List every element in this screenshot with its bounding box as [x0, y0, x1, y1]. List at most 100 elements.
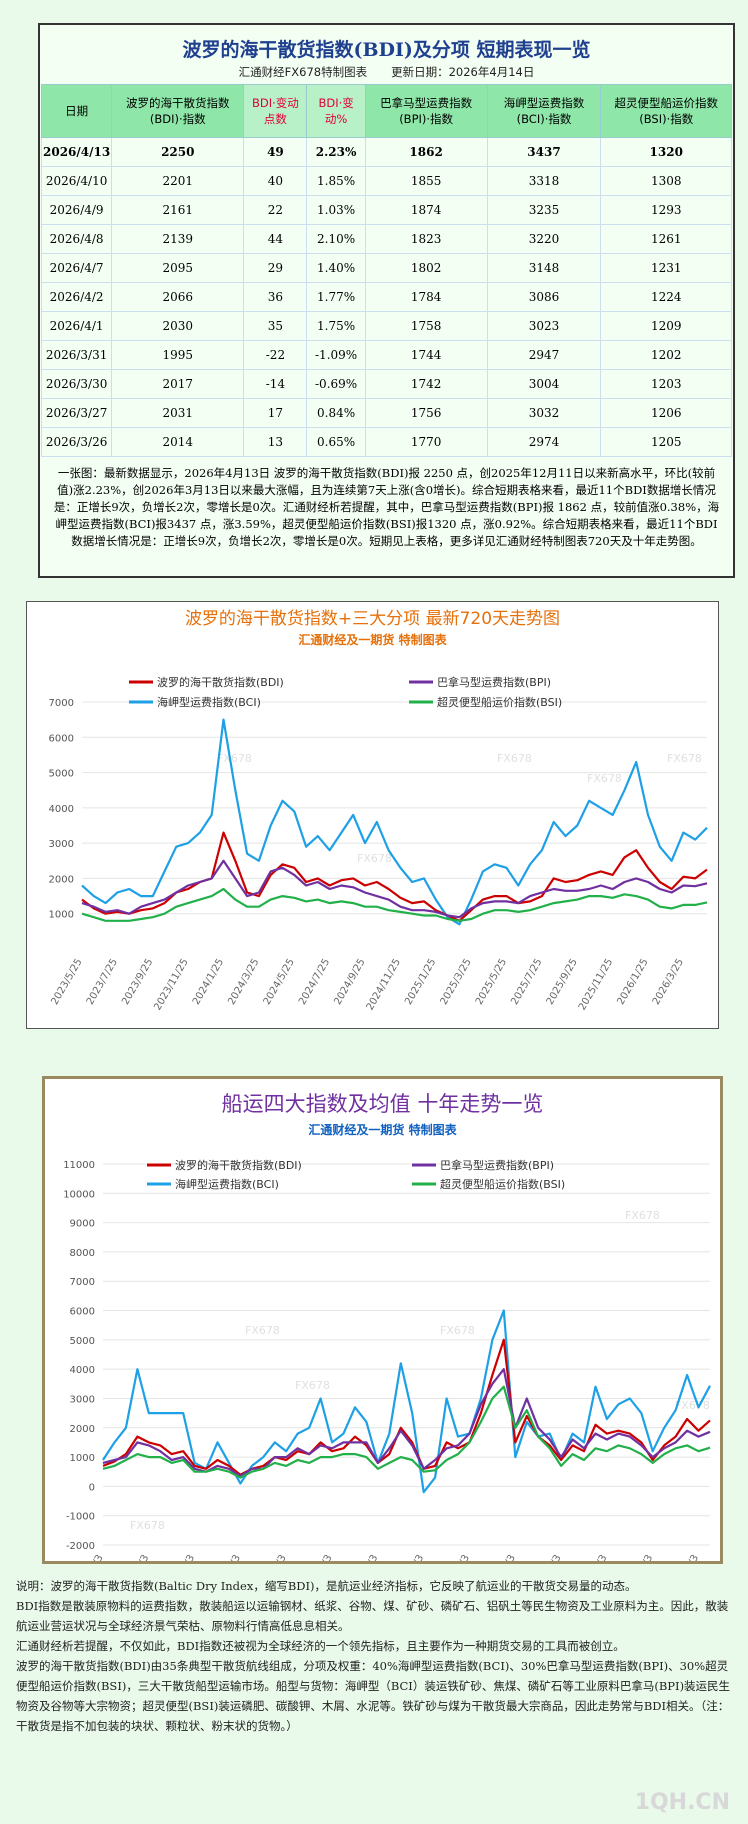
table-cell: 2026/4/2 — [40, 282, 113, 312]
x-tick-label: 2025/7/25 — [509, 957, 544, 1007]
x-tick-label: 2026/3/25 — [651, 957, 686, 1007]
table-cell: 1744 — [364, 340, 488, 370]
table-cell: 3220 — [486, 224, 602, 254]
watermark: FX678 — [675, 1399, 710, 1412]
watermark: FX678 — [295, 1379, 330, 1392]
y-tick-label: -2000 — [66, 1541, 95, 1552]
note-paragraph: 波罗的海干散货指数(BDI)由35条典型干散货航线组成，分项及权重：40%海岬型… — [16, 1659, 731, 1733]
table-cell: 2026/3/27 — [40, 398, 113, 428]
x-tick-label: 2021/1/3 — [440, 1553, 472, 1561]
x-tick-label: 2019/1/3 — [348, 1553, 380, 1561]
watermark: FX678 — [357, 852, 392, 865]
table-cell: 3032 — [486, 398, 602, 428]
y-tick-label: 1000 — [49, 910, 74, 921]
y-tick-label: 11000 — [63, 1160, 95, 1171]
table-cell: 1206 — [600, 398, 732, 428]
y-tick-label: 4000 — [49, 804, 74, 815]
x-tick-label: 2024/7/25 — [297, 957, 332, 1007]
y-tick-label: 6000 — [70, 1307, 95, 1318]
x-tick-label: 2024/1/3 — [578, 1553, 610, 1561]
table-cell: 1874 — [364, 195, 488, 225]
panel-meta: 汇通财经FX678特制图表 更新日期：2026年4月14日 — [40, 64, 733, 80]
table-cell: 1.85% — [306, 166, 366, 196]
table-cell: 1756 — [364, 398, 488, 428]
summary-panel: 波罗的海干散货指数(BDI)及分项 短期表现一览 汇通财经FX678特制图表 更新… — [38, 23, 735, 578]
table-cell: 1205 — [600, 427, 732, 457]
summary-text: 一张图：最新数据显示，2026年4月13日 波罗的海干散货指数(BDI)报 22… — [53, 466, 720, 548]
table-cell: 1784 — [364, 282, 488, 312]
table-cell: 1855 — [364, 166, 488, 196]
column-header: 超灵便型船运价指数(BSI)·指数 — [600, 84, 732, 138]
x-tick-label: 2023/7/25 — [85, 957, 120, 1007]
x-tick-label: 2026/1/25 — [615, 957, 650, 1007]
column-header: 海岬型运费指数(BCI)·指数 — [486, 84, 602, 138]
table-cell: 3086 — [486, 282, 602, 312]
table-cell: 1308 — [600, 166, 732, 196]
note-paragraph: BDI指数是散装原物料的运费指数，散装船运以运输钢材、纸浆、谷物、煤、矿砂、磷矿… — [16, 1599, 729, 1633]
panel-title: 波罗的海干散货指数(BDI)及分项 短期表现一览 — [182, 39, 591, 61]
table-cell: 2026/3/30 — [40, 369, 113, 399]
x-tick-label: 2024/9/25 — [332, 957, 367, 1007]
table-cell: 2974 — [486, 427, 602, 457]
table-cell: 22 — [243, 195, 308, 225]
x-tick-label: 2023/11/25 — [152, 957, 190, 1012]
table-cell: -14 — [243, 369, 308, 399]
y-tick-label: 9000 — [70, 1219, 95, 1230]
table-cell: -22 — [243, 340, 308, 370]
table-cell: 1802 — [364, 253, 488, 283]
x-tick-label: 2023/1/3 — [532, 1553, 564, 1561]
table-row: 2026/4/7 2095 29 1.40% 1802 3148 1231 — [40, 253, 732, 283]
table-row: 2026/3/30 2017 -14 -0.69% 1742 3004 1203 — [40, 369, 732, 399]
chart-subtitle: 汇通财经及一期货 特制图表 — [308, 1122, 457, 1137]
series-line — [81, 718, 708, 926]
update-date: 更新日期：2026年4月14日 — [391, 65, 535, 79]
series-line — [81, 887, 708, 922]
y-tick-label: 0 — [89, 1482, 95, 1493]
watermark: FX678 — [587, 772, 622, 785]
legend-label: 海岬型运费指数(BCI) — [175, 1177, 279, 1191]
table-cell: 1758 — [364, 311, 488, 341]
chart-title: 船运四大指数及均值 十年走势一览 — [222, 1092, 544, 1116]
watermark: FX678 — [130, 1519, 165, 1532]
legend-label: 超灵便型船运价指数(BSI) — [440, 1177, 565, 1191]
watermark: FX678 — [245, 1324, 280, 1337]
table-cell: 2250 — [111, 137, 245, 167]
table-cell: 1.03% — [306, 195, 366, 225]
table-cell: 2026/3/26 — [40, 427, 113, 457]
table-cell: 2031 — [111, 398, 245, 428]
series-line — [102, 1338, 711, 1476]
y-tick-label: 5000 — [49, 769, 74, 780]
y-tick-label: 2000 — [70, 1424, 95, 1435]
x-tick-label: 2018/1/3 — [303, 1553, 335, 1561]
table-cell: 3023 — [486, 311, 602, 341]
table-cell: 1.75% — [306, 311, 366, 341]
table-row: 2026/4/13 2250 49 2.23% 1862 3437 1320 — [40, 137, 732, 167]
table-row: 2026/4/2 2066 36 1.77% 1784 3086 1224 — [40, 282, 732, 312]
chart-title: 波罗的海干散货指数+三大分项 最新720天走势图 — [185, 609, 560, 629]
table-cell: 2.23% — [306, 137, 366, 167]
table-cell: 2066 — [111, 282, 245, 312]
table-cell: 0.65% — [306, 427, 366, 457]
x-tick-label: 2023/5/25 — [49, 957, 84, 1007]
x-tick-label: 2025/3/25 — [439, 957, 474, 1007]
table-cell: 1995 — [111, 340, 245, 370]
table-cell: 3437 — [486, 137, 602, 167]
watermark: FX678 — [497, 752, 532, 765]
table-cell: 2017 — [111, 369, 245, 399]
table-cell: -1.09% — [306, 340, 366, 370]
table-row: 2026/4/10 2201 40 1.85% 1855 3318 1308 — [40, 166, 732, 196]
chart-subtitle: 汇通财经及一期货 特制图表 — [298, 632, 447, 647]
table-cell: 1.40% — [306, 253, 366, 283]
legend-label: 波罗的海干散货指数(BDI) — [157, 675, 284, 689]
table-cell: 40 — [243, 166, 308, 196]
table-cell: 1202 — [600, 340, 732, 370]
column-header: BDI·变动点数 — [243, 84, 308, 138]
table-cell: 44 — [243, 224, 308, 254]
y-tick-label: 2000 — [49, 874, 74, 885]
table-cell: 1293 — [600, 195, 732, 225]
table-cell: 1742 — [364, 369, 488, 399]
x-tick-label: 2024/11/25 — [365, 957, 403, 1012]
